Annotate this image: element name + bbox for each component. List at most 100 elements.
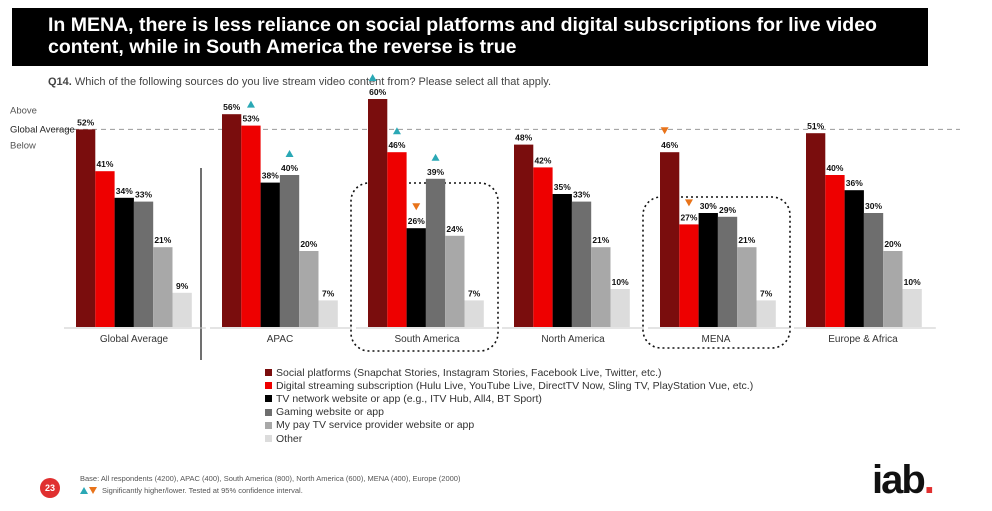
significance-down-icon <box>660 127 669 135</box>
legend-label: Digital streaming subscription (Hulu Liv… <box>276 379 754 392</box>
page-number-badge: 23 <box>40 478 60 498</box>
question-body: Which of the following sources do you li… <box>74 76 552 88</box>
data-label: 7% <box>760 288 773 298</box>
bar <box>883 251 903 327</box>
legend-swatch <box>265 382 272 390</box>
data-label: 10% <box>904 277 921 287</box>
legend-label: TV network website or app (e.g., ITV Hub… <box>276 392 542 405</box>
bar <box>591 247 611 327</box>
bar <box>514 144 534 327</box>
chart-legend: Social platforms (Snapchat Stories, Inst… <box>265 366 753 445</box>
below-label: Below <box>10 140 36 151</box>
legend-swatch <box>265 369 272 377</box>
bar <box>571 201 592 327</box>
bar <box>737 247 757 327</box>
data-label: 48% <box>515 133 532 143</box>
legend-item-gaming: Gaming website or app <box>265 406 753 419</box>
bar <box>756 300 776 327</box>
bar-chart: Above Global Average Below Global Average AP… <box>10 74 960 360</box>
data-label: 36% <box>846 178 863 188</box>
iab-logo: iab. <box>872 458 935 503</box>
data-label: 20% <box>884 239 901 249</box>
significance-up-icon <box>392 127 401 135</box>
bar <box>863 213 884 327</box>
data-label: 39% <box>427 167 444 177</box>
bar <box>95 171 115 327</box>
category-label: South America <box>394 334 459 345</box>
bar <box>902 289 922 327</box>
data-label: 33% <box>573 190 590 200</box>
highlight-box-mena <box>642 196 791 349</box>
logo-dot: . <box>923 458 935 502</box>
significance-up-icon <box>246 100 255 108</box>
data-label: 35% <box>554 182 571 192</box>
legend-item-digital: Digital streaming subscription (Hulu Liv… <box>265 379 753 392</box>
legend-swatch <box>265 395 272 403</box>
data-label: 40% <box>281 163 298 173</box>
data-label: 29% <box>719 205 736 215</box>
data-label: 30% <box>865 201 882 211</box>
data-label: 46% <box>661 140 678 150</box>
data-label: 40% <box>826 163 843 173</box>
bar <box>533 167 553 327</box>
bar <box>464 300 484 327</box>
bar <box>844 190 864 327</box>
category-label: MENA <box>702 334 731 345</box>
bar <box>610 289 630 327</box>
question-text: Q14. Which of the following sources do y… <box>48 76 551 88</box>
significance-up-icon <box>431 153 440 161</box>
data-label: 53% <box>242 114 259 124</box>
data-label: 26% <box>408 216 425 226</box>
data-label: 52% <box>77 117 94 127</box>
data-label: 38% <box>262 171 279 181</box>
legend-label: Social platforms (Snapchat Stories, Inst… <box>276 366 662 379</box>
above-label: Above <box>10 105 37 116</box>
data-label: 21% <box>592 235 609 245</box>
data-label: 7% <box>468 288 481 298</box>
bar <box>279 175 300 327</box>
bar <box>222 114 242 327</box>
legend-item-other: Other <box>265 432 753 445</box>
significance-text: Significantly higher/lower. Tested at 95… <box>102 486 303 495</box>
bar <box>76 129 96 327</box>
bar <box>698 213 718 327</box>
legend-label: Other <box>276 432 303 445</box>
bar <box>241 125 261 327</box>
bar <box>445 235 465 327</box>
data-label: 27% <box>680 212 697 222</box>
data-label: 21% <box>738 235 755 245</box>
bar <box>552 194 572 327</box>
legend-item-tv: TV network website or app (e.g., ITV Hub… <box>265 392 753 405</box>
data-label: 9% <box>176 281 189 291</box>
significance-down-icon <box>684 199 693 207</box>
data-label: 34% <box>116 186 133 196</box>
slide-title: In MENA, there is less reliance on socia… <box>12 8 928 66</box>
bar <box>260 182 280 327</box>
data-label: 33% <box>135 190 152 200</box>
bar <box>318 300 338 327</box>
bar <box>825 175 845 327</box>
bar <box>806 133 826 327</box>
legend-swatch <box>265 435 272 443</box>
base-note: Base: All respondents (4200), APAC (400)… <box>80 474 461 483</box>
data-label: 24% <box>446 224 463 234</box>
bar <box>387 152 407 327</box>
data-label: 41% <box>96 159 113 169</box>
bar <box>153 247 173 327</box>
data-label: 30% <box>700 201 717 211</box>
bar <box>368 99 388 327</box>
data-label: 42% <box>534 155 551 165</box>
triangle-up-icon <box>80 487 88 494</box>
significance-note: Significantly higher/lower. Tested at 95… <box>80 486 303 495</box>
bar <box>172 292 192 327</box>
data-label: 20% <box>300 239 317 249</box>
data-label: 46% <box>388 140 405 150</box>
category-label: APAC <box>267 334 294 345</box>
bar <box>660 152 680 327</box>
bar <box>425 178 446 327</box>
bar <box>114 197 134 327</box>
data-label: 51% <box>807 121 824 131</box>
significance-up-icon <box>285 150 294 157</box>
significance-down-icon <box>412 203 421 211</box>
legend-swatch <box>265 421 272 429</box>
